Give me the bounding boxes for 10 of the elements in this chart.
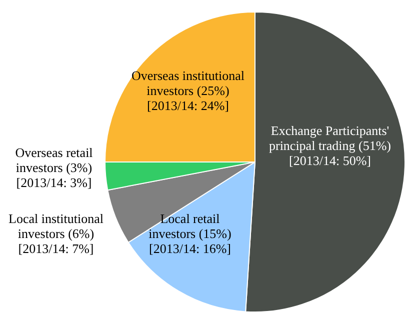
slice-label: Exchange Participants' principal trading (51%) — [268, 123, 392, 153]
slice-label: Overseas institutional investors (25%) — [131, 68, 245, 98]
slice-label: Local retail investors (15%) — [148, 211, 232, 241]
text: [2013/14: 16%] — [149, 241, 231, 256]
text: [2013/14: 7%] — [18, 241, 94, 256]
text: [2013/14: 50%] — [289, 153, 371, 168]
slice-label: Overseas retail investors (3%) — [15, 145, 94, 175]
text: [2013/14: 24%] — [147, 98, 229, 113]
slice-label: Local institutional investors (6%) — [8, 211, 104, 241]
text: [2013/14: 3%] — [16, 175, 92, 190]
